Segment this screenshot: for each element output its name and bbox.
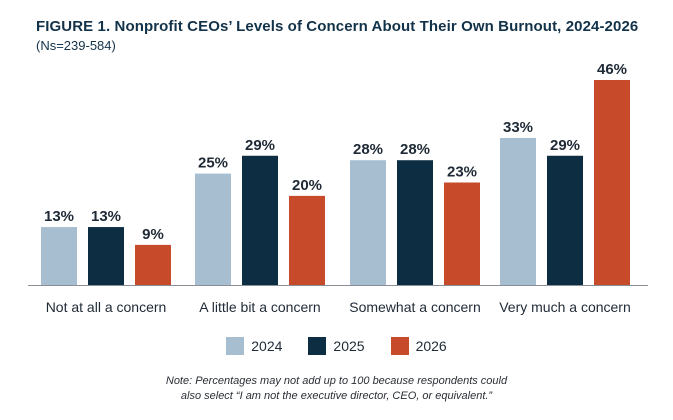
data-label-2025-2: 29% xyxy=(245,137,275,154)
data-label-2024-4: 33% xyxy=(503,119,533,136)
bar-2025-3 xyxy=(397,160,433,285)
data-label-2025-1: 13% xyxy=(91,208,121,225)
data-label-2025-3: 28% xyxy=(400,141,430,158)
category-label-1: Not at all a concern xyxy=(46,299,167,315)
legend-item-2024: 2024 xyxy=(226,337,282,355)
bar-2026-1 xyxy=(135,244,171,285)
category-label-2: A little bit a concern xyxy=(199,299,320,315)
bar-2026-3 xyxy=(444,182,480,285)
bar-2024-2 xyxy=(195,173,231,285)
chart-title: FIGURE 1. Nonprofit CEOs’ Levels of Conc… xyxy=(36,18,639,35)
footnote-line-2: also select “I am not the executive dire… xyxy=(180,390,493,402)
legend-swatch-2025 xyxy=(308,337,327,355)
legend-swatch-2026 xyxy=(390,337,409,355)
data-label-2026-3: 23% xyxy=(447,164,477,181)
bar-2024-3 xyxy=(350,160,386,285)
chart-subtitle: (Ns=239-584) xyxy=(36,38,116,53)
data-label-2024-2: 25% xyxy=(198,155,228,172)
category-label-3: Somewhat a concern xyxy=(349,299,481,315)
bar-2026-2 xyxy=(289,195,325,285)
data-label-2024-3: 28% xyxy=(353,141,383,158)
legend-label-2025: 2025 xyxy=(333,338,365,354)
bar-2024-1 xyxy=(41,227,77,285)
footnote-line-1: Note: Percentages may not add up to 100 … xyxy=(165,375,508,387)
legend-label-2024: 2024 xyxy=(251,338,283,354)
data-label-2025-4: 29% xyxy=(550,137,580,154)
bar-2024-4 xyxy=(500,137,536,285)
footnote: Note: Percentages may not add up to 100 … xyxy=(0,374,673,404)
data-label-2026-1: 9% xyxy=(142,226,164,243)
legend-item-2025: 2025 xyxy=(308,337,365,355)
bar-2026-4 xyxy=(594,80,630,285)
data-label-2026-4: 46% xyxy=(597,61,627,78)
bar-2025-2 xyxy=(242,155,278,285)
legend-item-2026: 2026 xyxy=(390,337,447,355)
category-label-4: Very much a concern xyxy=(499,299,631,315)
legend: 2024 2025 2026 xyxy=(0,337,673,355)
bar-2025-1 xyxy=(88,227,124,285)
data-label-2026-2: 20% xyxy=(292,177,322,194)
data-label-2024-1: 13% xyxy=(44,208,74,225)
legend-label-2026: 2026 xyxy=(415,338,447,354)
bar-2025-4 xyxy=(547,155,583,285)
legend-swatch-2024 xyxy=(226,337,245,355)
